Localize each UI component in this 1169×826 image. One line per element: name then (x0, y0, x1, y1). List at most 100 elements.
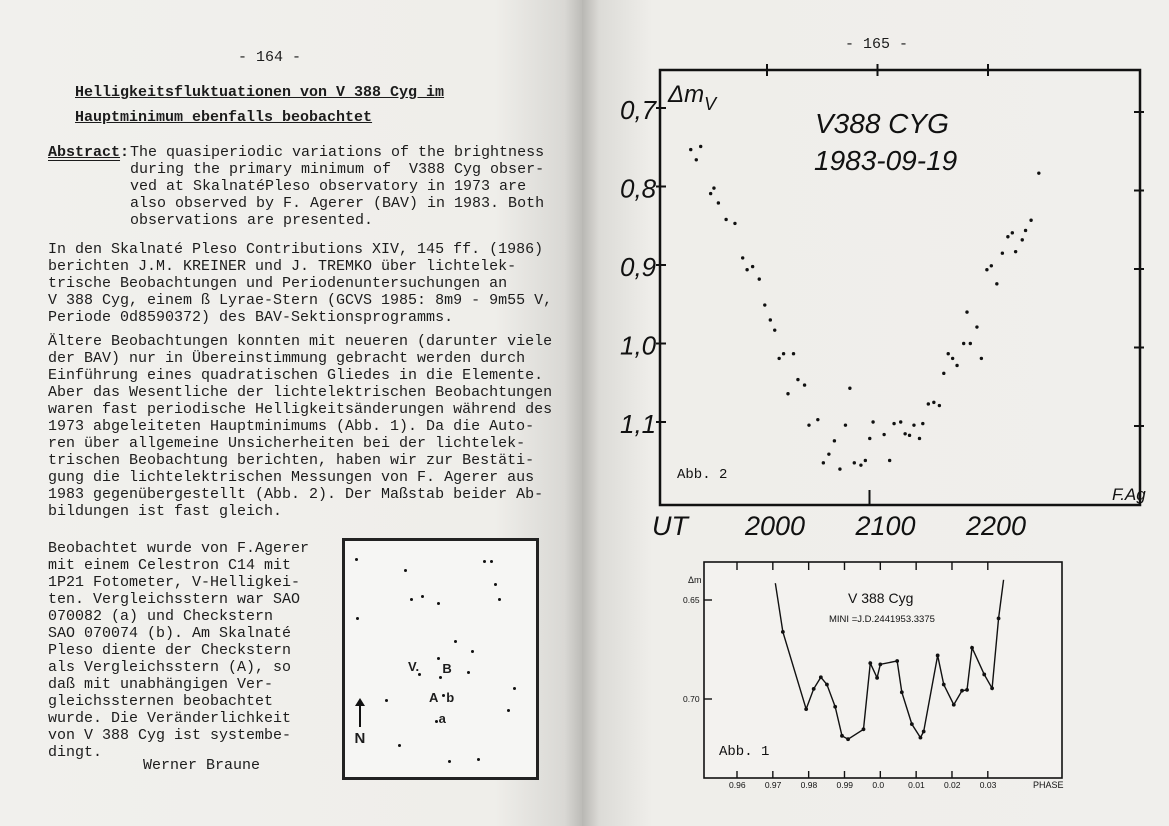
data-point (859, 463, 863, 467)
light-curve-line (774, 579, 1005, 741)
text-line: mit einem Celestron C14 mit (48, 557, 292, 574)
star-dot (436, 656, 440, 660)
data-point (781, 352, 786, 356)
data-point (825, 682, 829, 687)
figure-label: Abb. 1 (719, 744, 769, 760)
data-point (716, 201, 721, 205)
data-point (917, 436, 922, 441)
x-tick-label: 0.96 (729, 780, 746, 790)
text-line: also observed by F. Agerer (BAV) in 1983… (130, 195, 545, 212)
star-dot (507, 708, 511, 712)
data-point (773, 328, 777, 332)
star-dot (448, 760, 452, 764)
data-point (951, 702, 956, 707)
data-point (852, 461, 856, 465)
x-tick-label: 2100 (855, 511, 916, 541)
star-dot (436, 602, 440, 606)
text-line: Einführung eines quadratischen Gliedes i… (48, 367, 544, 384)
data-point (935, 653, 940, 658)
x-tick-label: 0.99 (836, 780, 853, 790)
data-point (712, 186, 716, 190)
x-tick-label: 0.02 (944, 780, 961, 790)
data-point (689, 147, 693, 152)
y-axis-label: ΔmV (667, 81, 718, 114)
data-point (791, 352, 796, 356)
data-point (899, 420, 903, 424)
plot-frame (658, 68, 1142, 507)
y-tick-label: 0,7 (620, 95, 658, 125)
data-point (708, 191, 713, 196)
data-point (989, 264, 994, 268)
y-tick-label: 0.70 (683, 694, 700, 704)
data-point (941, 682, 946, 687)
chart-title: V388 CYG (815, 108, 949, 139)
north-arrow-icon (359, 703, 362, 728)
data-point (892, 421, 896, 426)
data-point (965, 687, 969, 692)
data-point (942, 371, 946, 376)
author-name: Werner Braune (143, 757, 261, 774)
north-arrowhead-icon (355, 697, 366, 706)
data-point (807, 423, 811, 427)
star-dot (453, 640, 457, 644)
data-point (995, 282, 999, 286)
abstract-text: The quasiperiodic variations of the brig… (130, 144, 544, 229)
text-line: 1P21 Fotometer, V-Helligkei- (48, 574, 301, 591)
data-point (1006, 235, 1010, 239)
article-title-line-2: Hauptminimum ebenfalls beobachtet (75, 109, 373, 126)
data-point (818, 675, 823, 680)
data-point (909, 722, 914, 727)
data-point (804, 707, 809, 711)
data-point (878, 662, 883, 667)
text-line: waren fast periodische Helligkeitsänderu… (48, 401, 553, 418)
y-tick-label: 0,8 (620, 174, 657, 204)
text-line: In den Skalnaté Pleso Contributions XIV,… (48, 241, 544, 258)
text-line: ren über allgemeine Unsicherheiten bei d… (48, 435, 526, 452)
star-dot (404, 569, 408, 573)
paragraph-1: In den Skalnaté Pleso Contributions XIV,… (48, 241, 552, 326)
y-tick-label: 0,9 (620, 252, 656, 282)
data-point (838, 467, 842, 471)
figure-label: Abb. 2 (677, 467, 727, 483)
page-number-right: - 165 - (845, 36, 909, 53)
star-dot (421, 595, 425, 599)
data-point (757, 277, 761, 281)
star-dot (398, 743, 402, 747)
data-point (1037, 171, 1041, 175)
text-line: Ältere Beobachtungen konnten mit neueren… (48, 333, 553, 350)
data-point (1023, 228, 1028, 233)
finder-chart: V. B A b a N (342, 538, 539, 780)
star-dot (434, 720, 438, 724)
data-point (816, 417, 820, 422)
star-dot (354, 557, 358, 561)
x-tick-label: 0.03 (980, 780, 997, 790)
y-tick-label: 1,0 (620, 331, 657, 361)
data-point (932, 400, 936, 405)
paragraph-2: Ältere Beobachtungen konnten mit neueren… (48, 333, 552, 520)
data-point (843, 423, 848, 427)
text-line: 1983 gegenübergestellt (Abb. 2). Der Maß… (48, 486, 544, 503)
data-point (979, 356, 984, 361)
data-point (1000, 251, 1005, 255)
star-dot (493, 583, 497, 587)
data-point (903, 432, 907, 436)
chart-subtitle: MINI =J.D.2441953.3375 (829, 614, 935, 625)
star-dot (513, 687, 517, 691)
data-point (780, 629, 785, 634)
data-point (863, 458, 868, 463)
text-line: V 388 Cyg, einem ß Lyrae-Stern (GCVS 198… (48, 292, 553, 309)
star-dot (409, 597, 413, 601)
data-point (982, 672, 987, 677)
data-point (745, 268, 749, 272)
star-dot (438, 675, 442, 679)
text-line: Periode 0d8590372) des BAV-Sektionsprogr… (48, 309, 454, 326)
label-check-b: b (446, 689, 455, 705)
text-line: 1973 abgeleiteten Hauptminimums (Abb. 1)… (48, 418, 535, 435)
data-point (887, 458, 892, 463)
data-point (724, 217, 728, 222)
data-point (821, 461, 826, 465)
data-point (875, 675, 879, 680)
text-line: Pleso diente der Checkstern (48, 642, 292, 659)
data-point (1013, 249, 1018, 254)
